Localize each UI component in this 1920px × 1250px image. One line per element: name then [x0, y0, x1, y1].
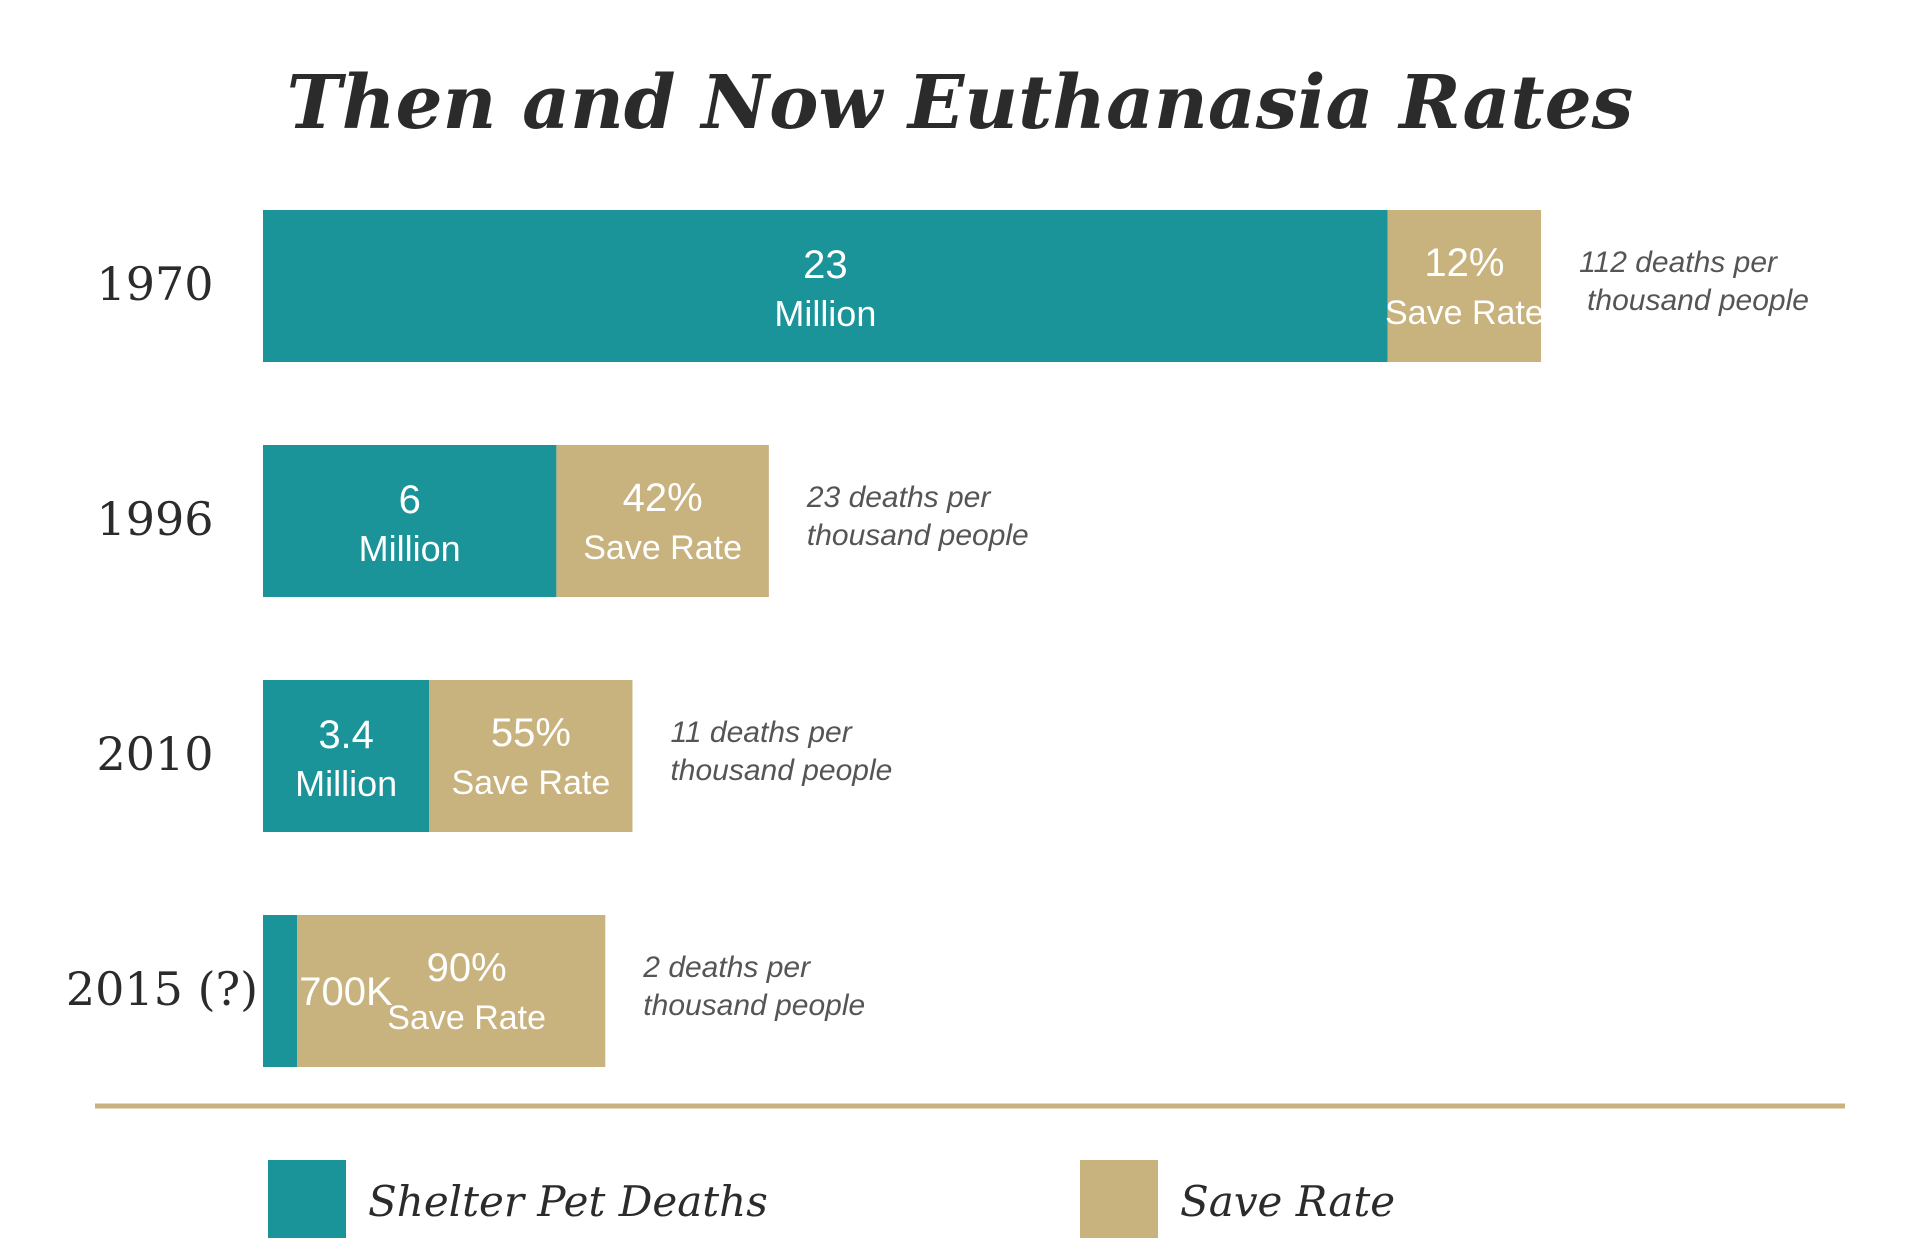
save-rate-unit-label: Save Rate: [583, 529, 742, 567]
chart-title: Then and Now Euthanasia Rates: [287, 60, 1634, 146]
year-label: 2010: [96, 727, 213, 781]
legend: Shelter Pet Deaths Save Rate: [268, 1160, 1395, 1238]
save-rate-bar: [429, 680, 633, 832]
bar-rows: 1970 23 Million 12% Save Rate 112 deaths per t…: [66, 210, 1809, 1067]
save-rate-unit-label: Save Rate: [451, 764, 610, 802]
legend-swatch: [268, 1160, 346, 1238]
save-rate-unit-label: Save Rate: [387, 999, 546, 1037]
deaths-value-label: 3.4: [318, 713, 374, 757]
save-rate-value-label: 55%: [491, 711, 571, 755]
save-rate-value-label: 12%: [1424, 241, 1504, 285]
deaths-bar: [263, 210, 1388, 362]
deaths-unit-label: Million: [359, 528, 461, 569]
deaths-per-thousand-note: 2 deaths per: [642, 951, 811, 984]
deaths-value-label: 6: [399, 478, 421, 522]
deaths-per-thousand-note: 23 deaths per: [806, 481, 991, 514]
deaths-bar: [263, 680, 430, 832]
legend-label: Shelter Pet Deaths: [368, 1177, 768, 1226]
save-rate-bar: [297, 915, 606, 1067]
bar-row: 1970 23 Million 12% Save Rate 112 deaths per t…: [96, 210, 1809, 362]
year-label: 1970: [96, 257, 213, 311]
deaths-per-thousand-note: thousand people: [1587, 284, 1809, 317]
deaths-per-thousand-note: thousand people: [807, 519, 1029, 552]
deaths-unit-label: Million: [774, 293, 876, 334]
deaths-per-thousand-note: thousand people: [670, 754, 892, 787]
save-rate-bar: [1387, 210, 1542, 362]
deaths-unit-label: Million: [295, 763, 397, 804]
deaths-per-thousand-note: thousand people: [643, 989, 865, 1022]
legend-item: Shelter Pet Deaths: [268, 1160, 768, 1238]
deaths-value-label: 700K: [299, 970, 393, 1014]
deaths-bar: [263, 445, 557, 597]
legend-label: Save Rate: [1180, 1177, 1395, 1226]
bar-row: 2015 (?) 700K 90% Save Rate 2 deaths per thou…: [66, 915, 865, 1067]
save-rate-value-label: 90%: [427, 946, 507, 990]
save-rate-bar: [556, 445, 769, 597]
legend-item: Save Rate: [1080, 1160, 1395, 1238]
bar-row: 2010 3.4 Million 55% Save Rate 11 deaths per t…: [96, 680, 892, 832]
legend-swatch: [1080, 1160, 1158, 1238]
save-rate-unit-label: Save Rate: [1385, 294, 1544, 332]
deaths-bar: [263, 915, 298, 1067]
year-label: 1996: [96, 492, 213, 546]
deaths-per-thousand-note: 11 deaths per: [670, 716, 852, 749]
deaths-value-label: 23: [803, 243, 848, 287]
save-rate-value-label: 42%: [623, 476, 703, 520]
bar-row: 1996 6 Million 42% Save Rate 23 deaths per tho…: [96, 445, 1029, 597]
year-label: 2015 (?): [66, 962, 258, 1016]
deaths-per-thousand-note: 112 deaths per: [1579, 246, 1778, 279]
